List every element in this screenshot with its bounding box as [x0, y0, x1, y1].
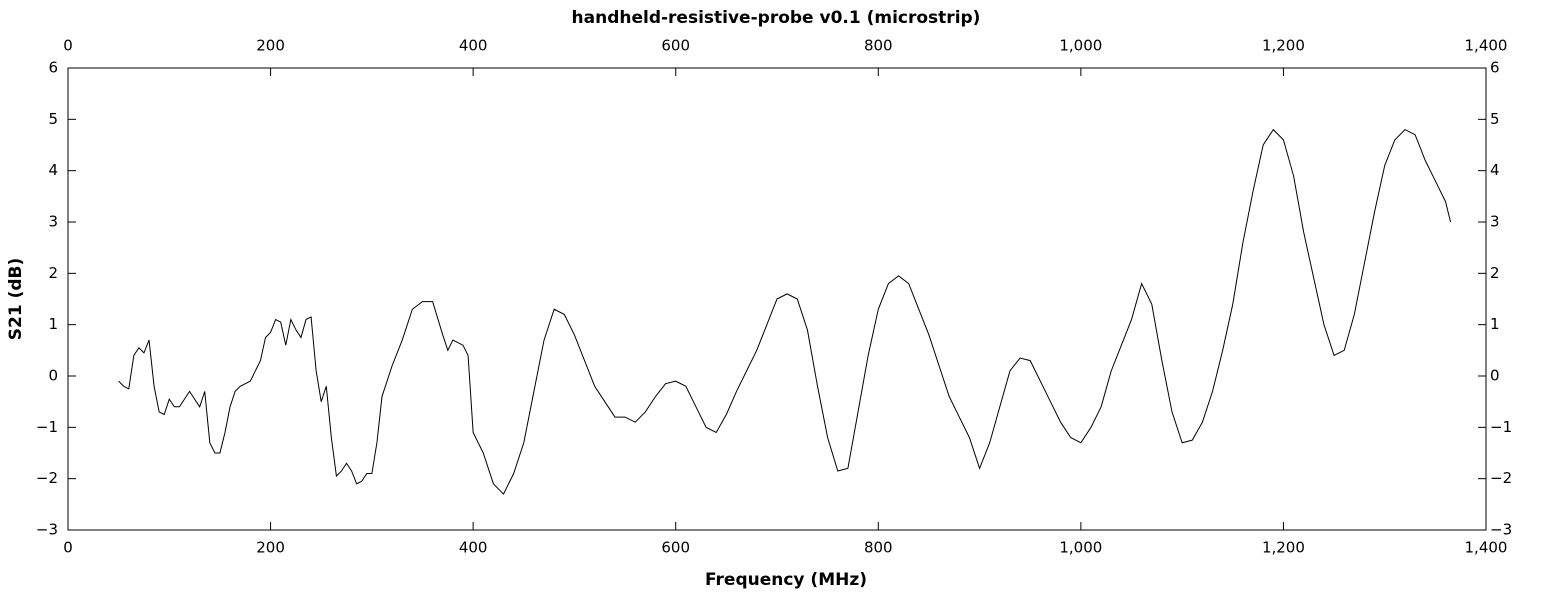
x-tick-label-top: 200	[256, 37, 285, 55]
y-tick-label-right: 2	[1490, 264, 1500, 282]
y-tick-label: −1	[36, 418, 58, 436]
y-tick-label-right: 5	[1490, 110, 1500, 128]
y-tick-label: 4	[48, 161, 58, 179]
chart-title: handheld-resistive-probe v0.1 (microstri…	[572, 8, 981, 28]
x-tick-label: 800	[864, 539, 893, 557]
y-tick-label: 1	[48, 315, 58, 333]
x-tick-label-top: 400	[459, 37, 488, 55]
y-tick-label-right: 6	[1490, 59, 1500, 77]
x-tick-label-top: 800	[864, 37, 893, 55]
x-tick-label: 1,200	[1262, 539, 1305, 557]
y-tick-label-right: 0	[1490, 367, 1500, 385]
x-tick-label: 1,400	[1465, 539, 1508, 557]
x-tick-label-top: 0	[63, 37, 73, 55]
y-tick-label: −2	[36, 469, 58, 487]
y-tick-label-right: −2	[1490, 469, 1512, 487]
y-tick-label-right: 3	[1490, 213, 1500, 231]
y-tick-label-right: −1	[1490, 418, 1512, 436]
y-tick-label-right: 1	[1490, 315, 1500, 333]
y-tick-label: −3	[36, 521, 58, 539]
x-tick-label: 0	[63, 539, 73, 557]
x-tick-label: 600	[661, 539, 690, 557]
y-tick-label-right: 4	[1490, 161, 1500, 179]
x-tick-label: 200	[256, 539, 285, 557]
plot-frame	[67, 67, 1487, 531]
x-tick-label: 1,000	[1059, 539, 1102, 557]
x-tick-label: 400	[459, 539, 488, 557]
y-axis-label: S21 (dB)	[6, 258, 26, 341]
y-tick-label-right: −3	[1490, 521, 1512, 539]
y-tick-label: 5	[48, 110, 58, 128]
x-tick-label-top: 1,000	[1059, 37, 1102, 55]
x-tick-label-top: 1,400	[1465, 37, 1508, 55]
y-tick-label: 3	[48, 213, 58, 231]
x-axis-label: Frequency (MHz)	[705, 570, 867, 590]
data-line	[118, 128, 1452, 495]
y-tick-label: 6	[48, 59, 58, 77]
y-tick-label: 2	[48, 264, 58, 282]
y-tick-label: 0	[48, 367, 58, 385]
x-tick-label-top: 1,200	[1262, 37, 1305, 55]
x-tick-label-top: 600	[661, 37, 690, 55]
